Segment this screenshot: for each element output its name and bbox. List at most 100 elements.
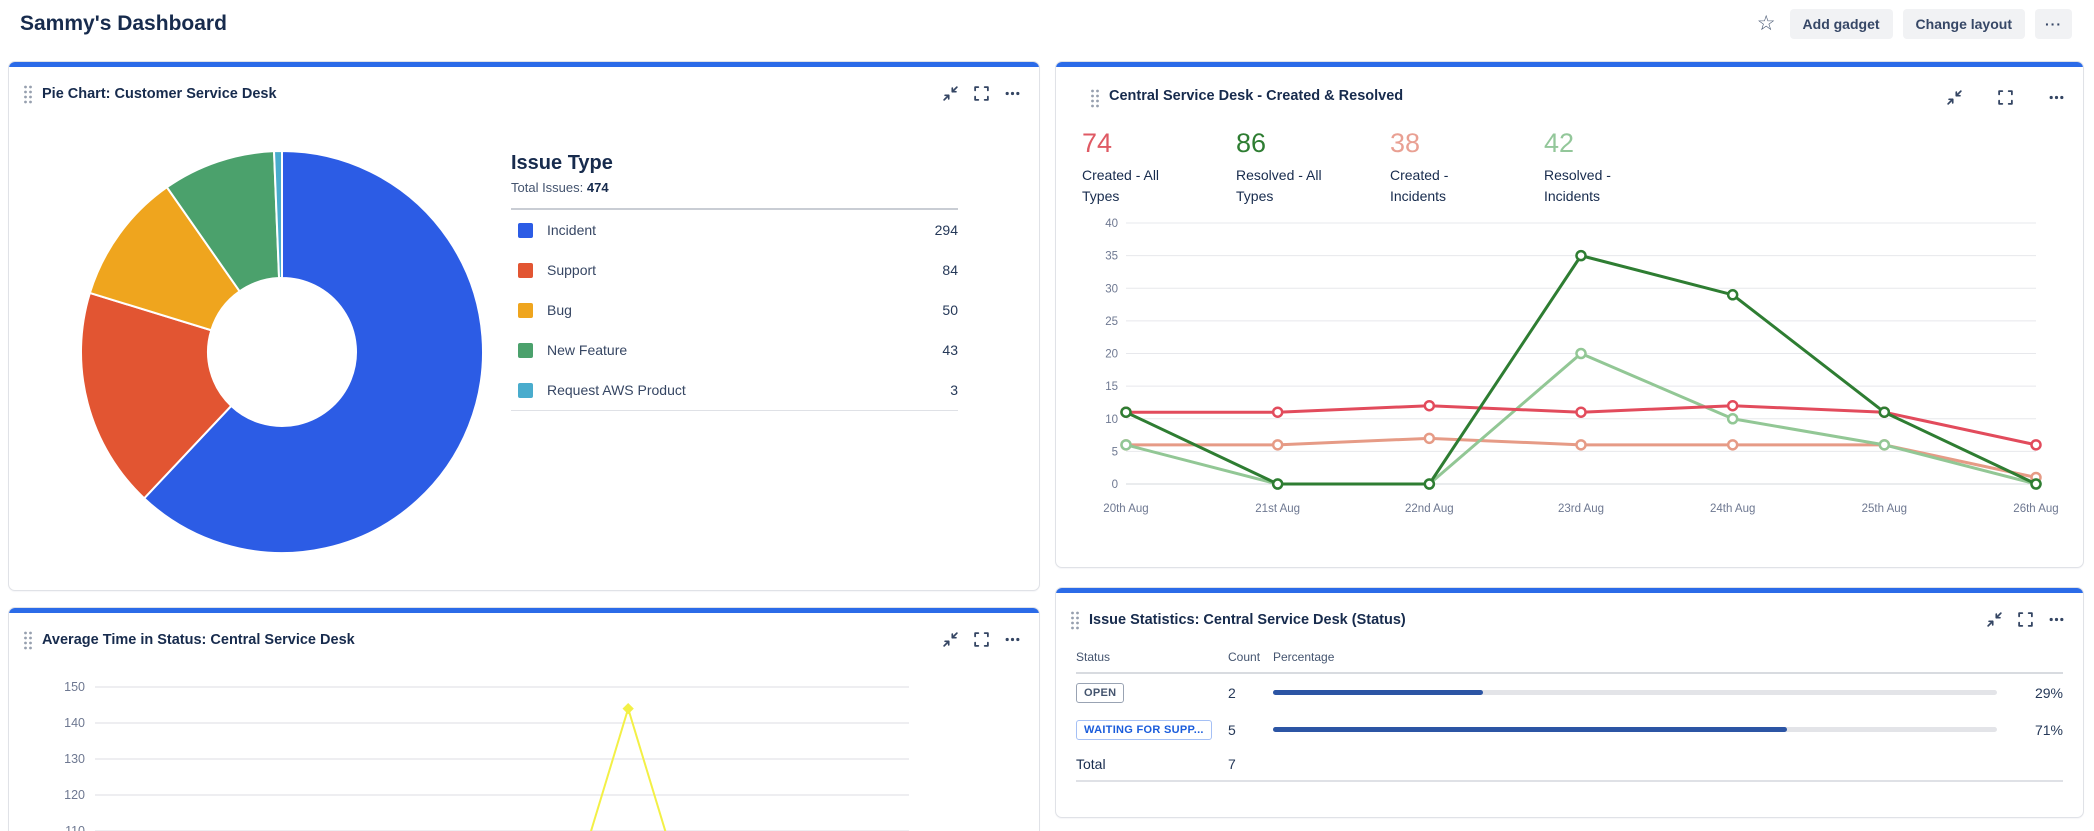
avg-time-in-status-gadget: Average Time in Status: Central Service … [8, 607, 1040, 831]
data-point-marker[interactable] [1271, 439, 1284, 451]
legend-item-new-feature[interactable]: New Feature 43 [511, 330, 958, 370]
drag-handle-icon[interactable] [23, 84, 33, 104]
percentage-value: 71% [2034, 721, 2063, 738]
data-point-marker[interactable] [1878, 439, 1891, 451]
gadget-more-icon[interactable] [1002, 629, 1023, 650]
data-point-marker[interactable] [1575, 249, 1587, 262]
add-gadget-button[interactable]: Add gadget [1789, 8, 1893, 39]
gadget-header: Central Service Desk - Created & Resolve… [1056, 67, 2083, 114]
collapse-icon[interactable] [940, 629, 961, 650]
expand-icon[interactable] [971, 629, 992, 650]
table-row-open[interactable]: OPEN 2 29% [1076, 674, 2063, 711]
data-point-marker[interactable] [1878, 406, 1891, 418]
y-axis-tick-label: 25 [1105, 316, 1118, 328]
data-point-marker[interactable] [1726, 399, 1739, 412]
created-resolved-line-chart[interactable]: 0 5 10 15 20 25 30 35 40 20th Aug 21st Aug 22nd Aug… [1076, 211, 2066, 523]
data-point-marker[interactable] [1423, 399, 1436, 412]
gadget-header: Pie Chart: Customer Service Desk [9, 67, 1039, 110]
summary-stats: 74 Created - All Types 86 Resolved - All… [1056, 114, 2083, 207]
gadget-more-icon[interactable] [1002, 83, 1023, 104]
pie-slice-bug[interactable] [88, 185, 242, 332]
x-axis-tick-label: 23rd Aug [1558, 503, 1604, 515]
percentage-bar [1273, 690, 1997, 695]
collapse-icon[interactable] [1924, 83, 1965, 108]
y-axis-tick-label: 130 [64, 752, 85, 766]
table-header-row: Status Count Percentage [1076, 636, 2063, 674]
favorite-button[interactable]: ☆ [1753, 11, 1780, 36]
legend-item-request-aws-product[interactable]: Request AWS Product 3 [511, 370, 958, 410]
data-point-marker[interactable] [1271, 478, 1284, 490]
expand-icon[interactable] [1975, 83, 2016, 108]
expand-icon[interactable] [2015, 609, 2036, 630]
pie-legend: Issue Type Total Issues: 474 Incident 294… [511, 152, 958, 564]
total-label: Total [1076, 756, 1106, 772]
legend-swatch [518, 302, 533, 318]
gadget-title: Average Time in Status: Central Service … [42, 631, 355, 648]
peak-data-point-marker[interactable] [622, 702, 634, 715]
drag-handle-icon[interactable] [1070, 84, 1100, 108]
data-point-marker[interactable] [1271, 406, 1284, 418]
legend-item-incident[interactable]: Incident 294 [511, 210, 958, 250]
x-axis-tick-label: 24th Aug [1710, 503, 1755, 515]
y-axis-tick-label: 110 [65, 824, 85, 831]
header-actions: ☆ Add gadget Change layout ··· [1753, 8, 2072, 39]
legend-swatch [518, 382, 533, 398]
legend-total: Total Issues: 474 [511, 180, 609, 195]
data-point-marker[interactable] [1120, 406, 1132, 418]
issue-statistics-gadget: Issue Statistics: Central Service Desk (… [1055, 587, 2084, 818]
data-point-marker[interactable] [1726, 289, 1739, 301]
legend-swatch [518, 342, 533, 358]
data-point-marker[interactable] [1575, 347, 1587, 360]
data-point-marker[interactable] [2030, 478, 2042, 490]
y-axis-tick-label: 15 [1105, 381, 1118, 393]
data-point-marker[interactable] [1423, 432, 1436, 445]
y-axis-tick-label: 5 [1112, 446, 1118, 458]
stat-resolved-all-types: 86 Resolved - All Types [1236, 128, 1322, 204]
legend-item-support[interactable]: Support 84 [511, 250, 958, 290]
drag-handle-icon[interactable] [23, 630, 33, 650]
drag-handle-icon[interactable] [1070, 610, 1080, 630]
legend-title: Issue Type [511, 152, 613, 174]
stat-resolved-incidents: 42 Resolved - Incidents [1544, 128, 1611, 204]
star-icon: ☆ [1756, 12, 1776, 35]
data-point-marker[interactable] [2030, 439, 2042, 451]
donut-chart[interactable] [9, 112, 529, 564]
x-axis-tick-label: 21st Aug [1255, 503, 1300, 515]
gadget-title: Pie Chart: Customer Service Desk [42, 85, 277, 102]
change-layout-button[interactable]: Change layout [1902, 8, 2025, 39]
dashboard-grid: Pie Chart: Customer Service Desk Issue T… [0, 47, 2094, 831]
count-value: 2 [1228, 684, 1236, 701]
avg-time-line-chart[interactable]: 150 140 130 120 110 [9, 670, 1039, 831]
y-axis-tick-label: 150 [64, 680, 85, 694]
legend-swatch [518, 222, 533, 238]
y-axis-tick-label: 35 [1105, 251, 1118, 263]
percentage-bar [1273, 727, 1997, 732]
stat-created-incidents: 38 Created - Incidents [1390, 128, 1449, 204]
collapse-icon[interactable] [940, 83, 961, 104]
data-point-marker[interactable] [1423, 478, 1436, 490]
legend-item-bug[interactable]: Bug 50 [511, 290, 958, 330]
gadget-more-icon[interactable] [2026, 83, 2067, 108]
expand-icon[interactable] [971, 83, 992, 104]
data-point-marker[interactable] [1726, 439, 1739, 451]
status-statistics-table: Status Count Percentage OPEN 2 29% WAITI… [1056, 636, 2083, 782]
table-row-waiting-for-support[interactable]: WAITING FOR SUPP... 5 71% [1076, 711, 2063, 748]
x-axis-tick-label: 20th Aug [1103, 503, 1148, 515]
status-badge-waiting-for-support: WAITING FOR SUPP... [1076, 719, 1212, 740]
data-point-marker[interactable] [1726, 413, 1739, 425]
gadget-more-icon[interactable] [2046, 609, 2067, 630]
header-more-button[interactable]: ··· [2035, 8, 2072, 39]
pie-slice-request-aws-product[interactable] [272, 149, 283, 280]
data-point-marker[interactable] [1120, 439, 1132, 451]
collapse-icon[interactable] [1984, 609, 2005, 630]
y-axis-tick-label: 40 [1105, 218, 1118, 230]
pie-slice-incident[interactable] [142, 149, 484, 554]
page-title: Sammy's Dashboard [20, 11, 227, 35]
pie-slice-support[interactable] [80, 291, 233, 500]
data-point-marker[interactable] [1575, 439, 1587, 451]
y-axis-tick-label: 30 [1105, 283, 1118, 295]
y-axis-tick-label: 0 [1112, 479, 1118, 491]
y-axis-tick-label: 120 [64, 788, 85, 802]
data-point-marker[interactable] [1575, 406, 1587, 418]
percentage-value: 29% [2034, 684, 2063, 701]
